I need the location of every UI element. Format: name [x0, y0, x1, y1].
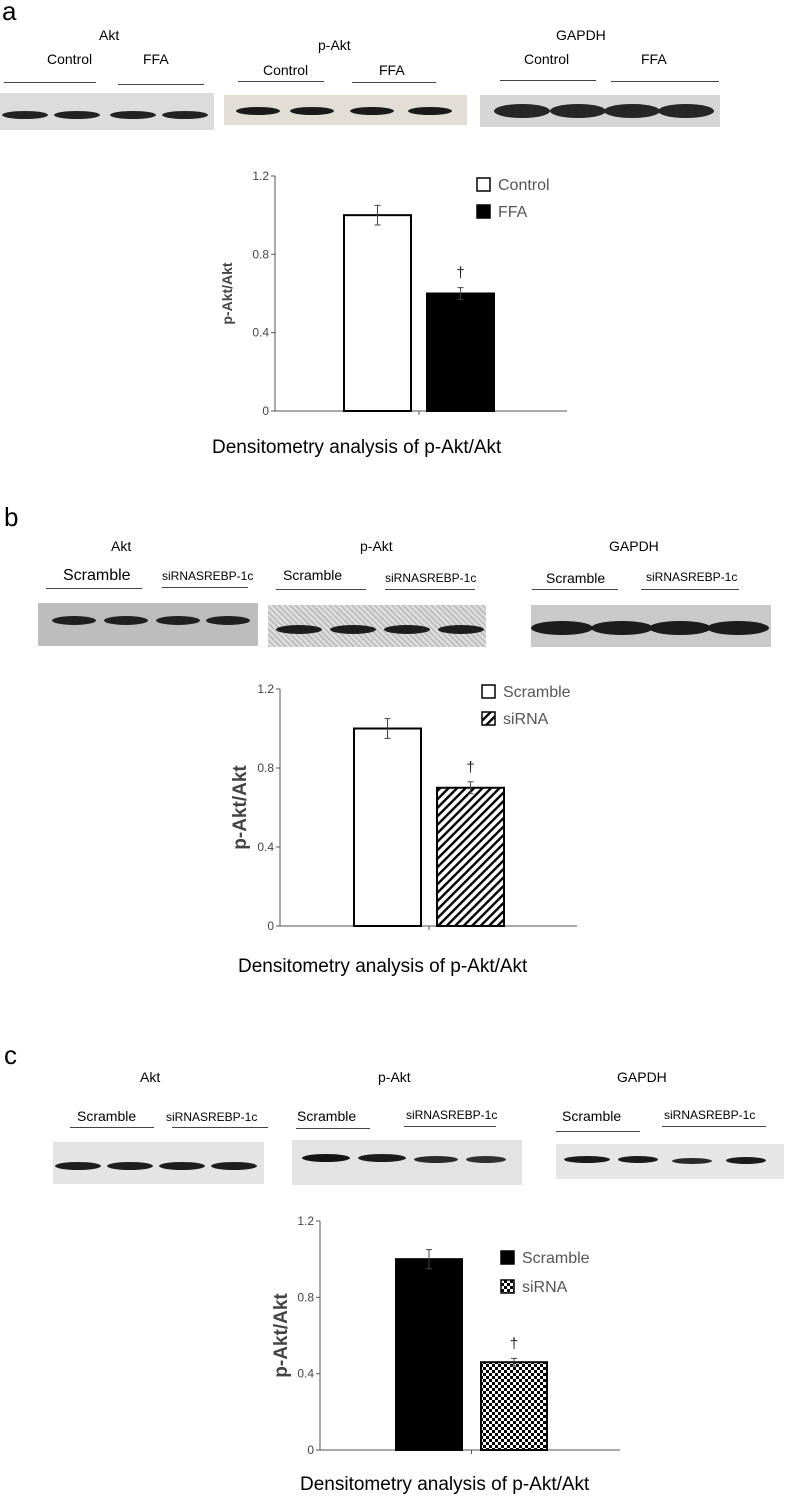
blot-title-akt: Akt [99, 27, 120, 43]
blot-group-label: siRNASREBP-1c [664, 1108, 756, 1122]
blot-group-label: siRNASREBP-1c [406, 1108, 498, 1122]
blot-group-label: FFA [379, 62, 405, 78]
bar-control [343, 214, 412, 412]
blot-group-label: Control [524, 51, 570, 67]
group-underline [556, 1131, 640, 1132]
y-tick-label: 0.8 [252, 247, 269, 261]
blot-group-label: Scramble [546, 570, 606, 586]
group-underline [500, 80, 596, 81]
bar-ffa [426, 292, 495, 412]
panel-letter-b: b [4, 502, 19, 532]
significance-mark: † [456, 265, 464, 282]
blot-title-gapdh: GAPDH [609, 538, 659, 554]
group-underline [276, 589, 366, 590]
blot-group-label: Control [47, 51, 93, 67]
blot-group-label: Scramble [283, 567, 343, 583]
blot-group-label: siRNASREBP-1c [385, 571, 477, 585]
group-underline [172, 1127, 268, 1128]
y-tick-label: 1.2 [252, 169, 269, 183]
legend-swatch [500, 1250, 515, 1265]
blot-title-gapdh: GAPDH [617, 1069, 667, 1085]
y-tick-label: 0 [267, 919, 274, 933]
bar-chart-b: 0 0.4 0.8 1.2 p-Akt/Akt Scramble † siRNA [230, 682, 577, 933]
legend-swatch [500, 1279, 515, 1294]
legend-swatch [481, 684, 496, 699]
legend-label: siRNA [522, 1279, 568, 1296]
legend-label: Scramble [522, 1250, 590, 1267]
panel-letter-c: c [4, 1040, 17, 1070]
blot-group-label: Scramble [77, 1108, 137, 1124]
y-tick-label: 1.2 [297, 1214, 314, 1228]
bar-sirna [480, 1361, 548, 1451]
y-tick-label: 0.8 [297, 1290, 314, 1304]
blot-group-label: Scramble [562, 1108, 622, 1124]
western-blot-p-akt [224, 95, 467, 125]
legend-label: Control [498, 177, 550, 194]
blot-group-label: siRNASREBP-1c [166, 1110, 258, 1124]
legend-swatch [476, 177, 491, 192]
significance-mark: † [466, 759, 474, 776]
blot-title-gapdh: GAPDH [556, 27, 606, 43]
western-blot-gapdh [480, 95, 720, 127]
group-underline [4, 82, 96, 83]
western-blot-gapdh [531, 605, 771, 647]
y-tick-label: 0 [307, 1443, 314, 1457]
y-axis-label: p-Akt/Akt [271, 1293, 292, 1378]
group-underline [296, 1128, 370, 1129]
bar-sirna [436, 786, 505, 927]
blot-group-label: siRNASREBP-1c [162, 569, 254, 583]
blot-title-akt: Akt [111, 538, 132, 554]
blot-title-akt: Akt [140, 1069, 161, 1085]
bar-scramble [395, 1258, 463, 1451]
panel-letter-a: a [2, 0, 17, 26]
y-tick-label: 0.4 [257, 840, 274, 854]
western-blot-gapdh [556, 1144, 784, 1179]
blot-group-label: Scramble [297, 1108, 357, 1124]
legend-label: FFA [498, 204, 528, 221]
group-underline [118, 84, 204, 85]
group-underline [46, 588, 142, 589]
y-tick-label: 1.2 [257, 682, 274, 696]
group-underline [532, 589, 618, 590]
legend-label: Scramble [503, 684, 571, 701]
western-blot-p-akt [268, 605, 486, 647]
blot-group-label: siRNASREBP-1c [646, 570, 738, 584]
group-underline [162, 587, 248, 588]
blot-title-p-akt: p-Akt [378, 1069, 411, 1085]
bar-chart-c: 0 0.4 0.8 1.2 p-Akt/Akt Scramble † siRNA [271, 1214, 620, 1457]
bar-chart-a: 0 0.4 0.8 1.2 p-Akt/Akt Control † FFA [219, 169, 567, 418]
y-tick-label: 0.8 [257, 761, 274, 775]
blot-group-label: Control [263, 62, 309, 78]
blot-group-label: Scramble [63, 567, 131, 584]
legend-swatch [481, 711, 496, 726]
y-tick-label: 0 [262, 404, 269, 418]
significance-mark: † [510, 1335, 518, 1352]
y-axis-label: p-Akt/Akt [230, 765, 251, 850]
group-underline [385, 589, 475, 590]
chart-caption: Densitometry analysis of p-Akt/Akt [212, 437, 502, 458]
y-tick-label: 0.4 [297, 1367, 314, 1381]
western-blot-akt [53, 1142, 264, 1184]
blot-group-label: FFA [143, 51, 169, 67]
western-blot-p-akt [292, 1140, 522, 1185]
chart-caption: Densitometry analysis of p-Akt/Akt [238, 956, 528, 977]
legend-swatch [476, 204, 491, 219]
legend-label: siRNA [503, 711, 549, 728]
blot-group-label: FFA [641, 51, 667, 67]
group-underline [352, 82, 436, 83]
blot-title-p-akt: p-Akt [318, 37, 351, 53]
group-underline [238, 81, 324, 82]
y-axis-label: p-Akt/Akt [219, 262, 235, 325]
group-underline [70, 1127, 154, 1128]
western-blot-akt [0, 93, 214, 130]
y-tick-label: 0.4 [252, 326, 269, 340]
group-underline [662, 1126, 766, 1127]
group-underline [404, 1126, 496, 1127]
group-underline [611, 81, 719, 82]
group-underline [641, 589, 739, 590]
blot-title-p-akt: p-Akt [360, 538, 393, 554]
western-blot-akt [38, 603, 258, 646]
chart-caption: Densitometry analysis of p-Akt/Akt [300, 1474, 590, 1495]
bar-scramble [353, 727, 422, 927]
